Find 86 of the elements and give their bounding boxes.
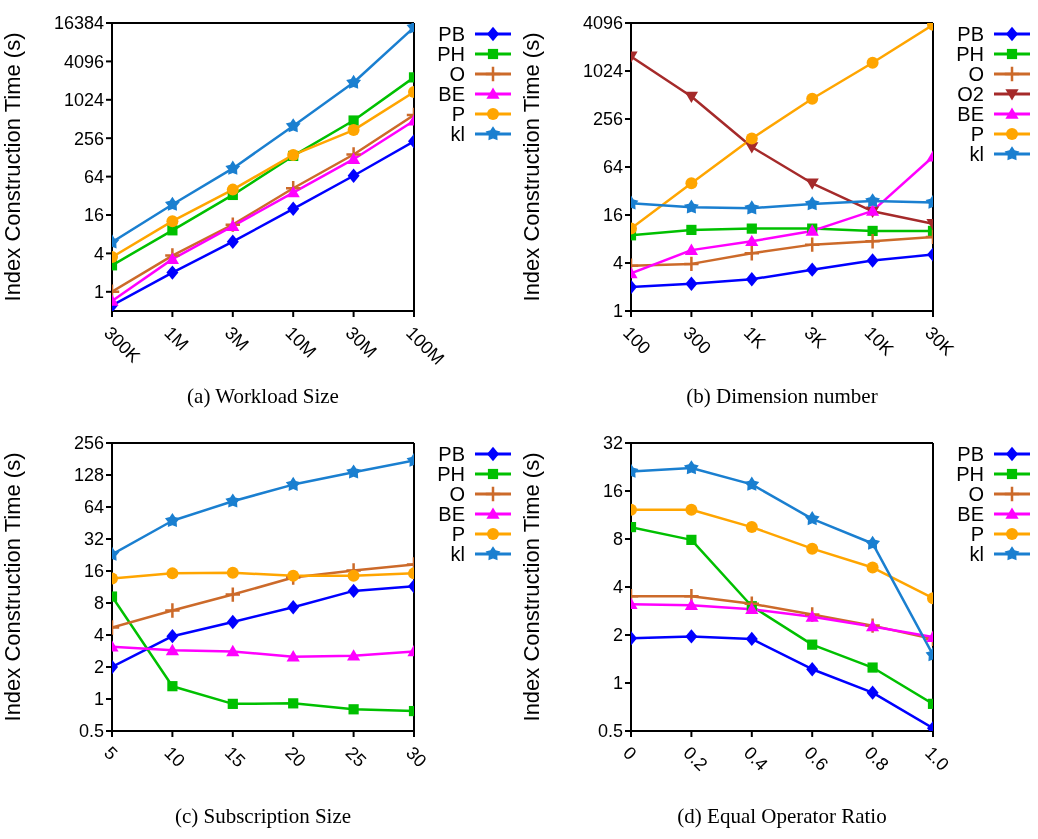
y-tick-label: 256	[592, 109, 623, 130]
y-tick-label: 4	[93, 625, 104, 646]
legend-label: PB	[957, 443, 984, 465]
legend-label: PH	[437, 43, 465, 65]
legend-label: PH	[956, 43, 984, 65]
x-tick-label: 30	[402, 742, 431, 772]
y-tick-label: 16	[83, 561, 104, 582]
legend-label: P	[970, 123, 984, 145]
x-axis-title: (b) Dimension number	[686, 384, 878, 408]
y-tick-label: 0.5	[597, 721, 623, 742]
y-tick-label: 4096	[63, 51, 104, 72]
legend-label: O	[449, 483, 465, 505]
x-tick-label: 0.6	[800, 742, 833, 775]
legend-label: PB	[438, 443, 465, 465]
x-tick-label: 10M	[281, 322, 321, 362]
y-axis-title: Index Construction Time (s)	[0, 32, 25, 302]
y-tick-label: 8	[612, 529, 623, 550]
legend-label: PB	[438, 23, 465, 45]
y-tick-label: 64	[83, 497, 104, 518]
legend-label: PB	[957, 23, 984, 45]
legend-label: BE	[957, 503, 984, 525]
legend-label: kl	[450, 543, 465, 565]
x-tick-label: 3M	[220, 322, 253, 355]
y-tick-label: 32	[602, 433, 623, 454]
y-tick-label: 4096	[582, 13, 623, 34]
y-tick-label: 4	[612, 253, 623, 274]
legend-label: P	[451, 103, 465, 125]
y-tick-label: 128	[73, 465, 104, 486]
legend-label: kl	[450, 123, 465, 145]
legend-label: BE	[957, 103, 984, 125]
y-tick-label: 4	[612, 577, 623, 598]
y-tick-label: 2	[612, 625, 623, 646]
y-axis-title: Index Construction Time (s)	[518, 32, 544, 302]
y-tick-label: 1	[612, 301, 623, 322]
x-tick-label: 20	[281, 742, 310, 772]
x-tick-label: 300	[679, 322, 715, 359]
legend-label: BE	[438, 503, 465, 525]
x-axis-title: (c) Subscription Size	[174, 804, 352, 828]
x-tick-label: 10K	[860, 322, 898, 360]
x-tick-label: 15	[220, 742, 250, 772]
x-tick-label: 1K	[739, 322, 770, 353]
y-tick-label: 16	[83, 205, 104, 226]
x-tick-label: 30K	[921, 322, 958, 360]
y-axis-title: Index Construction Time (s)	[0, 452, 25, 722]
x-tick-label: 0.2	[679, 742, 712, 775]
y-tick-label: 64	[83, 166, 104, 187]
legend-label: O	[968, 63, 984, 85]
y-tick-label: 16384	[53, 13, 104, 34]
y-tick-label: 256	[73, 433, 104, 454]
y-tick-label: 32	[83, 529, 104, 550]
legend-label: P	[451, 523, 465, 545]
x-tick-label: 1.0	[921, 742, 953, 775]
y-tick-label: 64	[602, 157, 623, 178]
legend-label: O	[968, 483, 984, 505]
y-tick-label: 1024	[582, 61, 623, 82]
y-tick-label: 16	[602, 205, 623, 226]
y-tick-label: 16	[602, 481, 623, 502]
x-tick-label: 1M	[160, 322, 193, 355]
x-tick-label: 10	[160, 742, 189, 772]
legend-label: P	[970, 523, 984, 545]
y-axis-title: Index Construction Time (s)	[518, 452, 544, 722]
legend-label: O	[449, 63, 465, 85]
legend-label: PH	[956, 463, 984, 485]
y-tick-label: 256	[73, 128, 104, 149]
legend-label: O2	[957, 83, 984, 105]
x-tick-label: 100	[619, 322, 655, 359]
x-axis-title: (d) Equal Operator Ratio	[677, 804, 887, 828]
y-tick-label: 1024	[63, 90, 104, 111]
y-tick-label: 4	[93, 243, 104, 264]
y-tick-label: 0.5	[78, 721, 104, 742]
legend-label: PH	[437, 463, 465, 485]
x-tick-label: 25	[341, 742, 371, 772]
x-tick-label: 5	[100, 742, 122, 764]
legend-label: kl	[969, 143, 984, 165]
x-tick-label: 3K	[800, 322, 831, 353]
x-tick-label: 0	[619, 742, 641, 764]
y-tick-label: 8	[93, 593, 104, 614]
y-tick-label: 1	[612, 673, 623, 694]
legend-label: kl	[969, 543, 984, 565]
x-axis-title: (a) Workload Size	[187, 384, 339, 408]
x-tick-label: 0.8	[860, 742, 893, 775]
legend-label: BE	[438, 83, 465, 105]
y-tick-label: 1	[93, 282, 104, 303]
x-tick-label: 0.4	[739, 742, 772, 775]
y-tick-label: 1	[93, 689, 104, 710]
y-tick-label: 2	[93, 657, 104, 678]
